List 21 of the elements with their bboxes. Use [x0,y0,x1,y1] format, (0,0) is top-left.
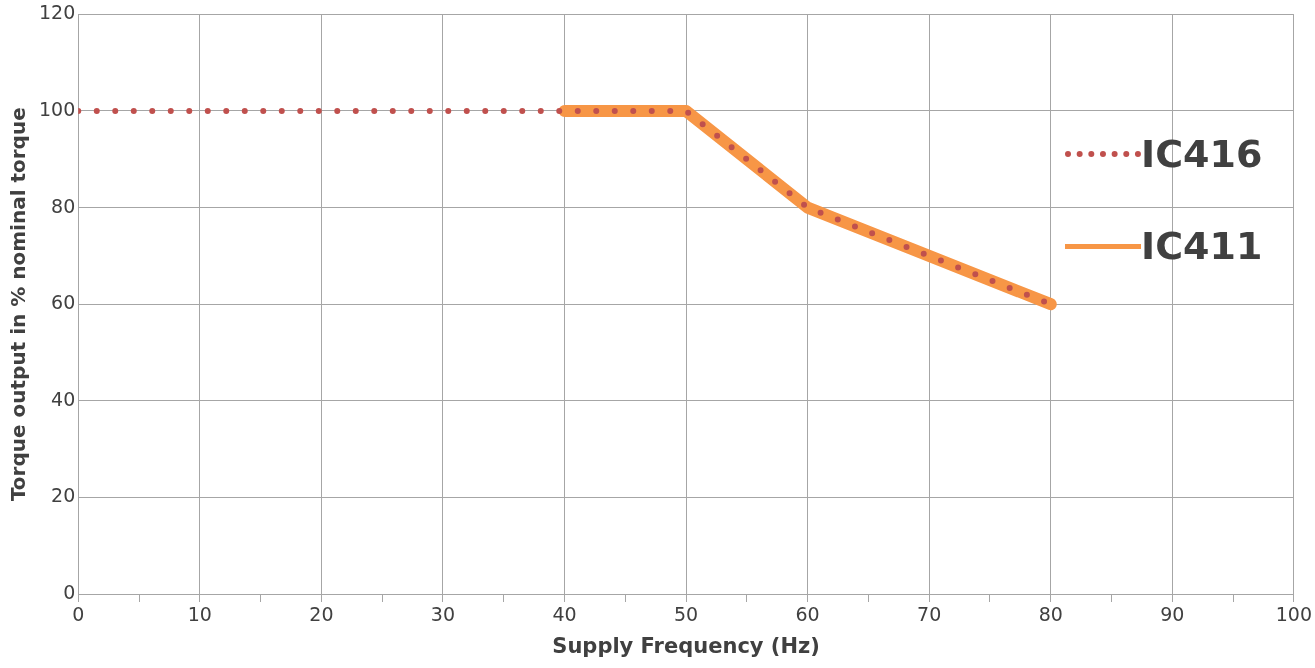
x-tick-label: 10 [187,603,212,626]
legend-label: IC416 [1141,132,1263,176]
y-tick-label: 20 [51,484,76,507]
y-tick-label: 0 [63,580,76,603]
x-tick-label: 60 [795,603,820,626]
x-axis-title: Supply Frequency (Hz) [552,633,820,658]
y-tick-label: 120 [39,1,76,24]
y-tick-label: 60 [51,291,76,314]
y-axis-title: Torque output in % nominal torque [6,107,31,502]
y-tick-label: 40 [51,387,76,410]
y-tick-label: 100 [39,97,76,120]
x-tick-label: 100 [1275,603,1312,626]
x-tick-label: 20 [309,603,334,626]
x-tick-label: 80 [1038,603,1063,626]
x-tick-label: 40 [552,603,577,626]
x-tick-label: 90 [1160,603,1185,626]
x-tick-label: 30 [430,603,456,626]
x-tick-label: 70 [917,603,942,626]
legend-label: IC411 [1141,224,1263,268]
y-tick-label: 80 [51,194,76,217]
x-tick-label: 50 [673,603,699,626]
